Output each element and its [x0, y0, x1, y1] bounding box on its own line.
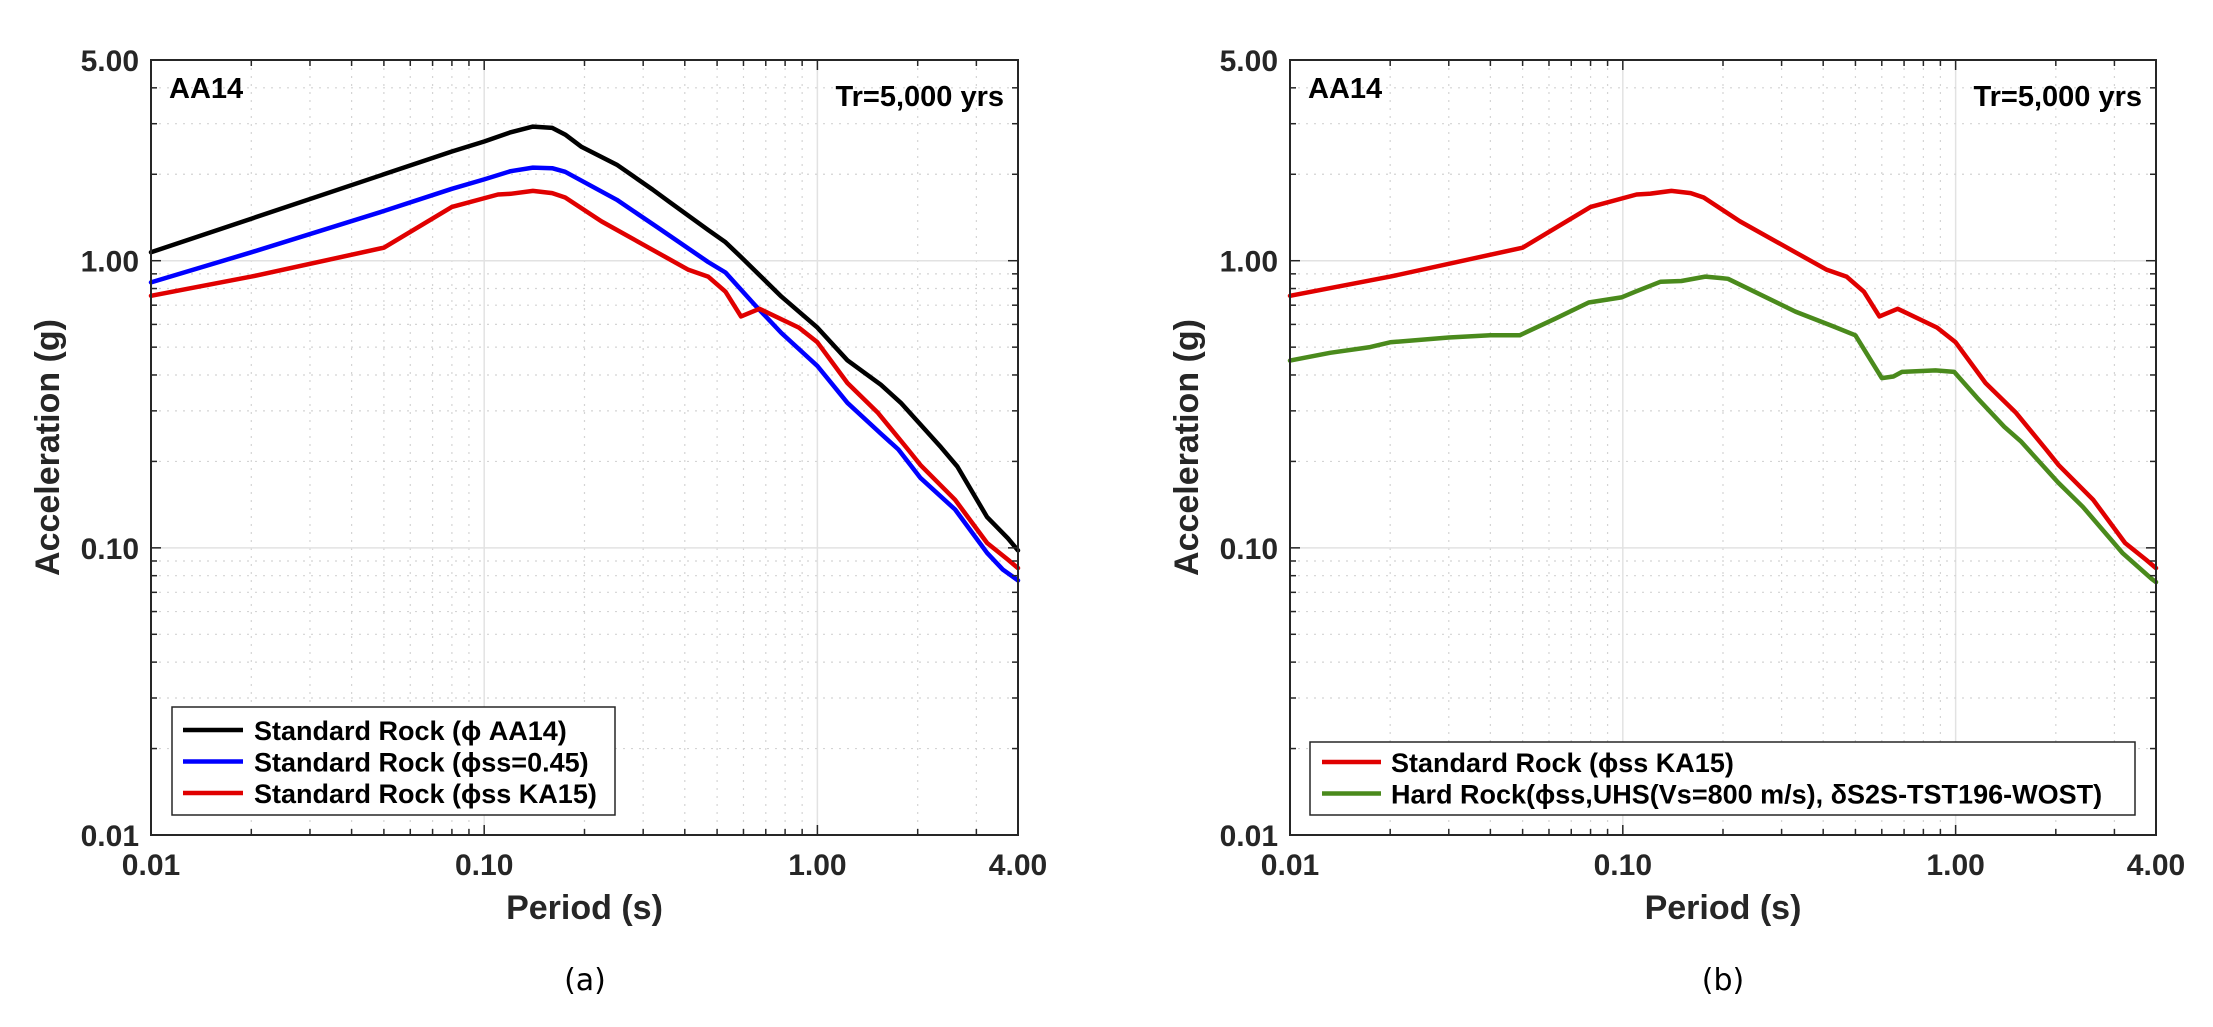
legend-entry-label: Standard Rock (ϕss KA15)	[1391, 748, 1734, 778]
panel-caption: (b)	[1702, 963, 1744, 998]
y-tick-label: 5.00	[1220, 45, 1278, 78]
series-line-1	[1287, 274, 2159, 585]
y-tick-labels: 0.01 0.10 1.00 5.00	[1220, 45, 1278, 853]
x-tick-label: 0.01	[122, 849, 180, 882]
x-tick-label: 0.01	[1261, 849, 1319, 882]
x-axis-label: Period (s)	[506, 889, 663, 927]
series-line-2	[148, 188, 1021, 571]
panel-b: 0.01 0.10 1.00 4.00 0.01 0.10 1.00 5.00 Period…	[1168, 45, 2185, 998]
x-tick-label: 0.10	[1594, 849, 1652, 882]
legend: Standard Rock (ϕss KA15)Hard Rock(ϕss,UH…	[1309, 741, 2136, 816]
annotation-model: AA14	[1308, 73, 1382, 105]
x-tick-label: 4.00	[2127, 849, 2185, 882]
panel-a: 0.01 0.10 1.00 4.00 0.01 0.10 1.00 5.00 Period…	[29, 45, 1047, 998]
annotation-return-period: Tr=5,000 yrs	[1973, 81, 2142, 113]
x-tick-labels: 0.01 0.10 1.00 4.00	[1261, 849, 2185, 882]
series-line-0	[1287, 188, 2159, 571]
series-line-0	[148, 124, 1021, 553]
series-layer	[148, 124, 1021, 583]
x-tick-labels: 0.01 0.10 1.00 4.00	[122, 849, 1047, 882]
y-tick-label: 5.00	[81, 45, 139, 78]
axis-ticks	[151, 60, 1018, 835]
y-axis-label: Acceleration (g)	[29, 319, 67, 576]
legend-entry-label: Standard Rock (ϕ AA14)	[254, 716, 567, 746]
x-tick-label: 1.00	[1926, 849, 1984, 882]
y-tick-label: 0.10	[81, 533, 139, 566]
y-axis-label: Acceleration (g)	[1168, 319, 1206, 576]
axis-ticks	[1290, 60, 2156, 835]
legend-box	[1309, 741, 2136, 816]
legend-entry-label: Standard Rock (ϕss=0.45)	[254, 748, 589, 778]
y-tick-labels: 0.01 0.10 1.00 5.00	[81, 45, 139, 853]
y-tick-label: 0.01	[1220, 820, 1278, 853]
y-tick-label: 1.00	[1220, 246, 1278, 279]
annotation-return-period: Tr=5,000 yrs	[835, 81, 1004, 113]
series-layer	[1287, 188, 2159, 585]
legend-entry-label: Hard Rock(ϕss,UHS(Vs=800 m/s), δS2S-TST1…	[1391, 780, 2102, 810]
legend-box	[171, 706, 616, 816]
series-line-1	[148, 165, 1021, 583]
y-tick-label: 0.01	[81, 820, 139, 853]
y-tick-label: 1.00	[81, 246, 139, 279]
legend: Standard Rock (ϕ AA14)Standard Rock (ϕss…	[171, 706, 616, 816]
annotation-model: AA14	[169, 73, 243, 105]
x-axis-label: Period (s)	[1645, 889, 1802, 927]
panel-caption: (a)	[564, 963, 606, 998]
x-tick-label: 0.10	[455, 849, 513, 882]
y-tick-label: 0.10	[1220, 533, 1278, 566]
x-tick-label: 4.00	[989, 849, 1047, 882]
grid	[151, 60, 1018, 835]
x-tick-label: 1.00	[788, 849, 846, 882]
legend-entry-label: Standard Rock (ϕss KA15)	[254, 779, 597, 809]
